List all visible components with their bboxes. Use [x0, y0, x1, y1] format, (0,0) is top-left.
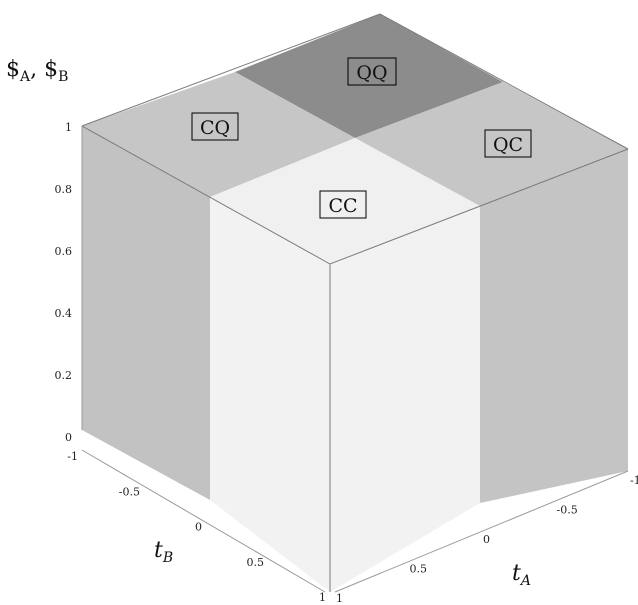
ta-tick-labels: -1 -0.5 0 0.5 1 [336, 474, 638, 605]
axes [81, 126, 629, 593]
svg-text:CC: CC [328, 195, 357, 217]
tb-tick-3: 0.5 [247, 556, 265, 569]
region-label-qq: QQ [347, 57, 397, 86]
tb-tick-2: 0 [195, 521, 202, 534]
z-tick-0: 0 [65, 431, 72, 444]
ta-tick-2: 0 [483, 533, 490, 546]
tb-axis-label: tB [154, 538, 173, 566]
svg-text:QC: QC [493, 134, 523, 156]
svg-text:QQ: QQ [356, 62, 387, 84]
tb-tick-labels: -1 -0.5 0 0.5 1 [67, 450, 326, 604]
ta-tick-1: -0.5 [557, 504, 578, 517]
z-tick-3: 0.6 [55, 245, 73, 258]
z-tick-5: 1 [65, 121, 72, 134]
ta-tick-4: 1 [336, 592, 343, 605]
top-face-cq [82, 72, 355, 197]
side-face-cc-right [330, 206, 480, 592]
side-face-cq [82, 126, 210, 500]
ta-tick-0: -1 [630, 474, 638, 487]
tb-axis-line [81, 449, 326, 593]
tb-tick-1: -0.5 [119, 485, 140, 498]
ta-tick-3: 0.5 [410, 563, 428, 576]
region-label-qc: QC [484, 129, 532, 158]
top-face-cc [210, 138, 480, 264]
ta-axis-label: tA [512, 561, 531, 589]
svg-text:CQ: CQ [200, 117, 230, 139]
z-tick-4: 0.8 [55, 183, 73, 196]
tb-tick-4: 1 [319, 591, 326, 604]
region-label-cc: CC [319, 190, 367, 219]
tb-tick-0: -1 [67, 450, 78, 463]
side-face-cc-left [210, 197, 330, 592]
z-tick-2: 0.4 [55, 307, 73, 320]
region-label-cq: CQ [191, 112, 239, 141]
z-tick-labels: 0 0.2 0.4 0.6 0.8 1 [55, 121, 73, 444]
cube-edges [81, 13, 629, 592]
ta-axis-line [334, 470, 629, 593]
z-tick-1: 0.2 [55, 369, 73, 382]
z-axis-label: $A, $B [6, 57, 68, 85]
side-face-qc [480, 149, 628, 503]
